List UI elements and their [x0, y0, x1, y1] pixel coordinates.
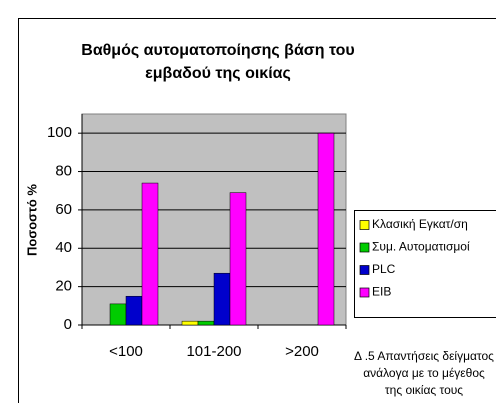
- chart-title: Βαθμός αυτοματοποίησης βάση του: [81, 42, 354, 59]
- y-tick-label: 0: [64, 316, 72, 333]
- bar: [229, 192, 247, 326]
- caption: Δ .5 Απαντήσεις δείγματος: [354, 349, 494, 363]
- legend: [354, 210, 496, 318]
- legend-swatch: [359, 220, 370, 230]
- caption: ανάλογα με το μέγεθος: [363, 366, 485, 380]
- y-tick-label: 20: [55, 278, 72, 295]
- bar: [109, 303, 127, 326]
- legend-label: EIB: [372, 285, 391, 299]
- bar: [141, 182, 159, 326]
- x-tick-label: >200: [285, 343, 319, 360]
- legend-label: PLC: [372, 262, 396, 276]
- legend-swatch: [359, 287, 370, 298]
- bar: [197, 320, 215, 326]
- y-tick-label: 60: [55, 201, 72, 218]
- legend-swatch: [359, 265, 370, 275]
- legend-label: Κλασική Εγκατ/ση: [372, 217, 468, 231]
- y-axis-label: Ποσοστό %: [24, 184, 39, 256]
- legend-swatch: [359, 242, 370, 253]
- chart-title: εμβαδού της οικίας: [145, 65, 291, 82]
- bar: [125, 295, 143, 326]
- y-tick-label: 100: [47, 124, 72, 141]
- x-tick-label: 101-200: [186, 343, 241, 360]
- x-tick-label: <100: [109, 343, 143, 360]
- bar: [181, 320, 199, 326]
- y-tick-label: 40: [55, 239, 72, 256]
- bar: [213, 272, 231, 326]
- bar: [317, 132, 335, 326]
- caption: της οικίας τους: [385, 383, 463, 397]
- legend-label: Συμ. Αυτοματισμοί: [372, 240, 470, 254]
- y-tick-label: 80: [55, 163, 72, 180]
